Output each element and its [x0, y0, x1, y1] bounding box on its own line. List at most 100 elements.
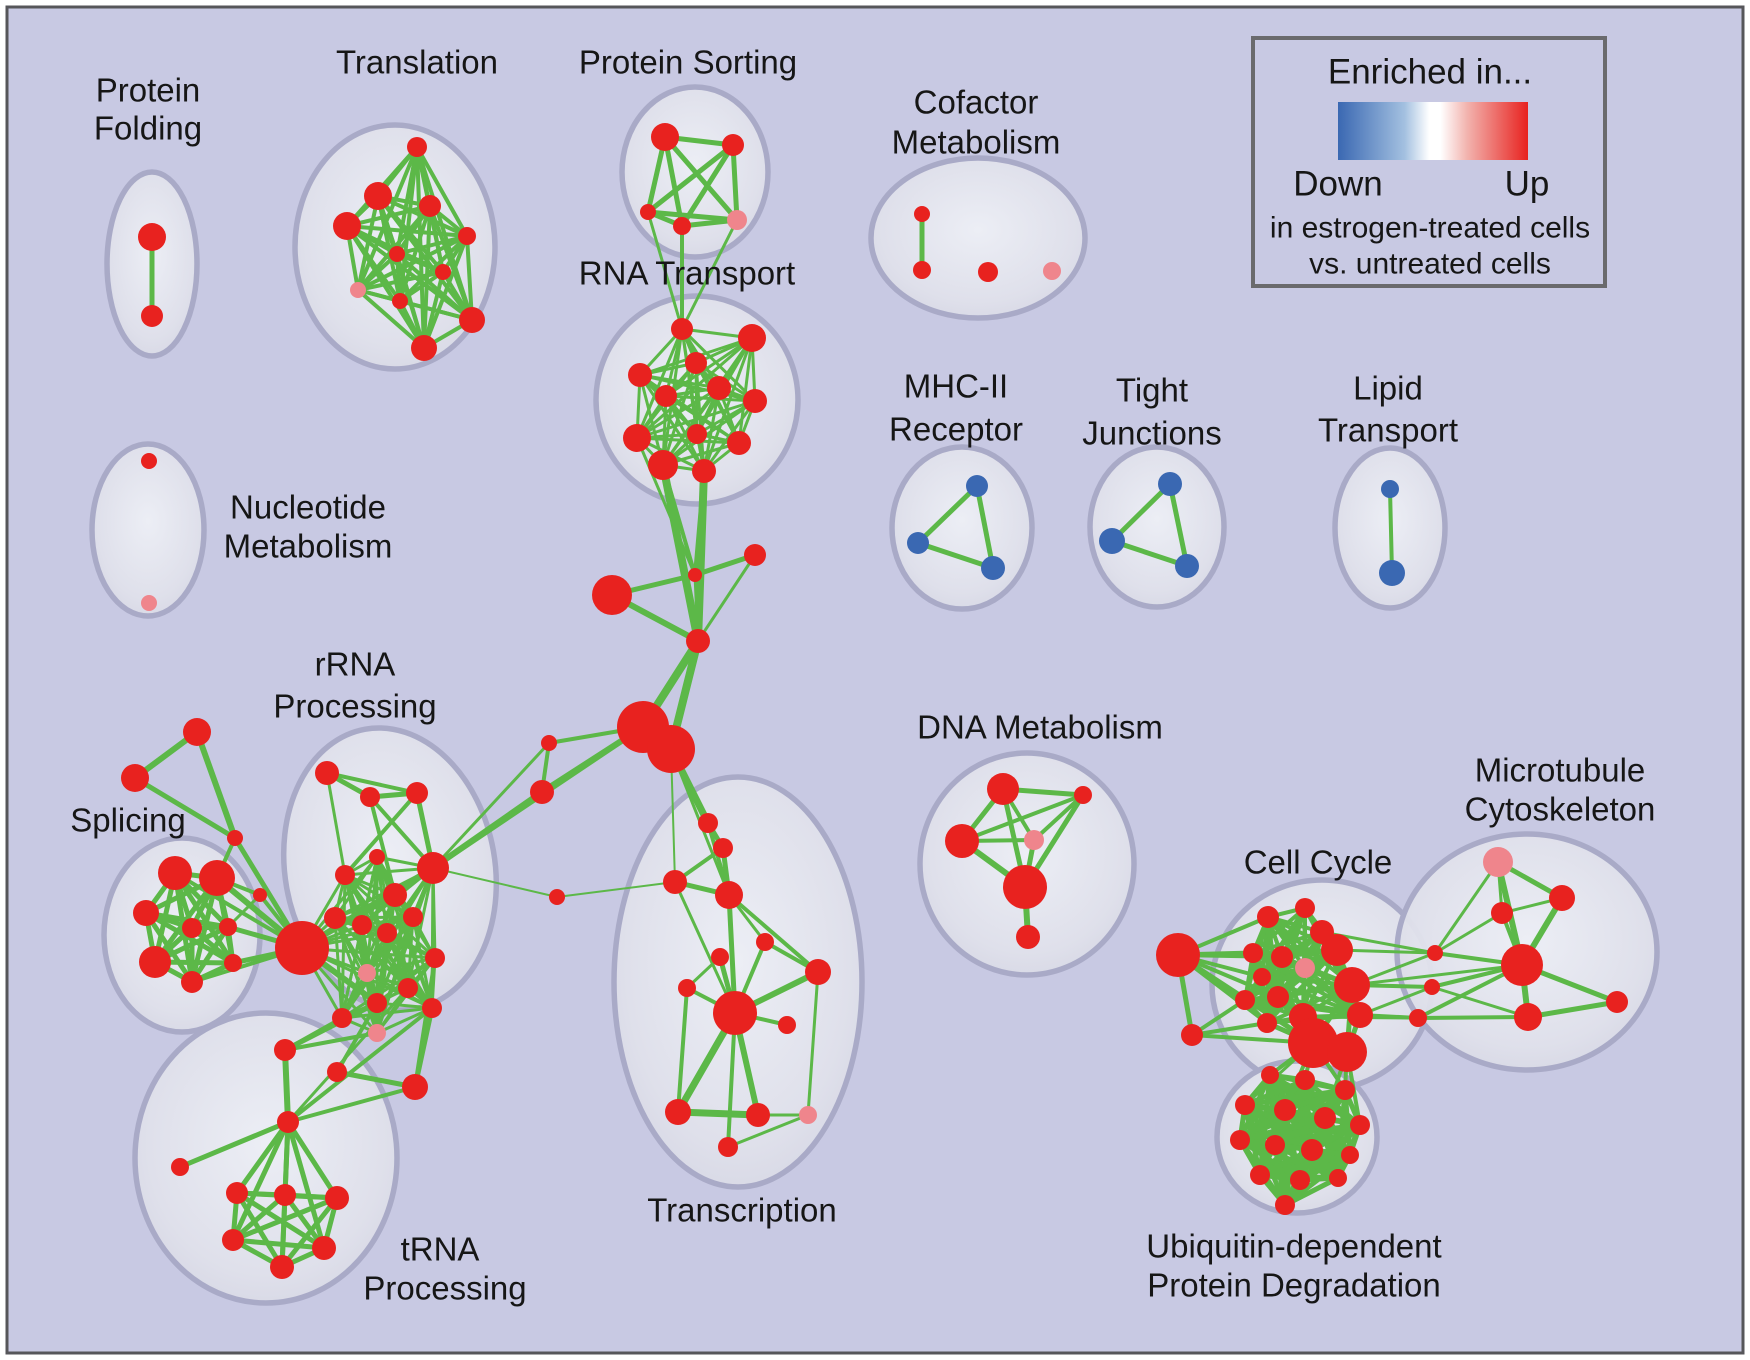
overlap-edge — [395, 252, 474, 322]
gene-set-node — [1301, 1139, 1323, 1161]
gene-set-node — [685, 352, 707, 374]
cluster-label: Translation — [336, 44, 498, 81]
gene-set-nodes — [121, 123, 1628, 1279]
overlap-edge — [286, 1085, 417, 1124]
gene-set-node — [1074, 786, 1092, 804]
overlap-edge — [395, 252, 426, 350]
cluster-label: Protein — [96, 72, 201, 109]
gene-set-node — [1483, 847, 1513, 877]
overlap-edge — [385, 931, 434, 1010]
gene-set-node — [226, 1182, 248, 1204]
gene-set-node — [1250, 1165, 1270, 1185]
gene-set-node — [1350, 1115, 1370, 1135]
gene-set-node — [738, 324, 766, 352]
gene-set-node — [222, 1229, 244, 1251]
overlap-edge — [368, 795, 397, 897]
gene-set-node — [138, 223, 166, 251]
overlap-edge — [726, 1113, 810, 1149]
overlap-edge — [646, 210, 684, 331]
cluster-label: tRNA — [401, 1231, 480, 1268]
overlap-edge — [1350, 963, 1524, 987]
gene-set-node — [978, 262, 998, 282]
gene-set-node — [914, 206, 930, 222]
overlap-edge — [680, 327, 757, 403]
gene-set-node — [364, 182, 392, 210]
gene-set-node — [392, 293, 408, 309]
gene-set-node — [1327, 1032, 1367, 1072]
overlap-edge — [1272, 1122, 1363, 1148]
overlap-edge — [661, 463, 697, 577]
overlap-edge — [340, 956, 437, 1020]
gene-set-node — [1379, 560, 1405, 586]
overlap-edge — [230, 1119, 291, 1243]
gene-set-node — [1606, 991, 1628, 1013]
cluster-ellipse-nucleotide-metabolism — [89, 441, 207, 619]
overlap-edge — [915, 483, 980, 546]
overlap-edge — [279, 1195, 340, 1270]
overlap-edge — [645, 142, 736, 215]
cluster-label: Tight — [1116, 372, 1188, 409]
gene-set-node — [227, 830, 243, 846]
gene-set-node — [398, 978, 418, 998]
gene-set-node — [403, 907, 423, 927]
cluster-label: Cytoskeleton — [1465, 791, 1656, 828]
gene-set-node — [324, 907, 346, 929]
legend-box — [1251, 36, 1607, 288]
gene-set-node — [1003, 865, 1047, 909]
overlap-edge — [556, 881, 676, 898]
gene-set-node — [1271, 946, 1293, 968]
overlap-edge — [356, 288, 426, 350]
gene-set-node — [141, 305, 163, 327]
overlap-edge — [1416, 1015, 1530, 1020]
cluster-label: Nucleotide — [230, 489, 386, 526]
gene-set-node — [1043, 262, 1061, 280]
gene-set-node — [277, 1111, 299, 1133]
gene-set-node — [799, 1106, 817, 1124]
overlap-edge — [680, 218, 739, 331]
gene-set-node — [648, 450, 678, 480]
gene-set-node — [1290, 1170, 1310, 1190]
overlap-edge — [1109, 538, 1190, 569]
overlap-edge — [132, 775, 238, 841]
overlap-edge — [1265, 948, 1339, 1025]
gene-set-node — [1347, 1002, 1373, 1028]
cluster-label: MHC-II — [904, 368, 1008, 405]
cluster-label: Metabolism — [892, 124, 1061, 161]
gene-set-node — [158, 856, 192, 890]
cluster-label: Protein Degradation — [1147, 1267, 1441, 1304]
overlap-edge — [960, 793, 1085, 843]
gene-set-node — [907, 532, 929, 554]
gene-set-node — [671, 318, 693, 340]
gene-set-node — [647, 725, 695, 773]
overlap-edge — [674, 1108, 762, 1119]
overlap-edge — [673, 880, 737, 1015]
gene-set-node — [1235, 1095, 1255, 1115]
gene-set-node — [133, 900, 159, 926]
gene-set-node — [369, 849, 385, 865]
gene-set-node — [419, 195, 441, 217]
gene-set-node — [640, 204, 656, 220]
legend-note-line-2: vs. untreated cells — [1309, 248, 1551, 281]
overlap-edge — [730, 142, 740, 223]
gene-set-node — [718, 1137, 738, 1157]
overlap-edge — [465, 234, 474, 322]
gene-set-node — [686, 629, 710, 653]
overlap-edge — [737, 336, 754, 445]
gene-set-node — [778, 1016, 796, 1034]
gene-set-node — [1267, 986, 1289, 1008]
gene-set-node — [1321, 934, 1353, 966]
overlap-edge — [662, 134, 685, 229]
gene-set-node — [1295, 1070, 1315, 1090]
gene-set-node — [1549, 885, 1575, 911]
overlap-edge — [286, 1006, 434, 1124]
cluster-label: Cell Cycle — [1244, 844, 1393, 881]
gene-set-node — [727, 431, 751, 455]
gene-set-node — [981, 556, 1005, 580]
overlap-edge — [422, 234, 469, 350]
gene-set-node — [1409, 1009, 1427, 1027]
gene-set-node — [181, 971, 203, 993]
gene-set-node — [673, 217, 691, 235]
gene-set-node — [141, 453, 157, 469]
